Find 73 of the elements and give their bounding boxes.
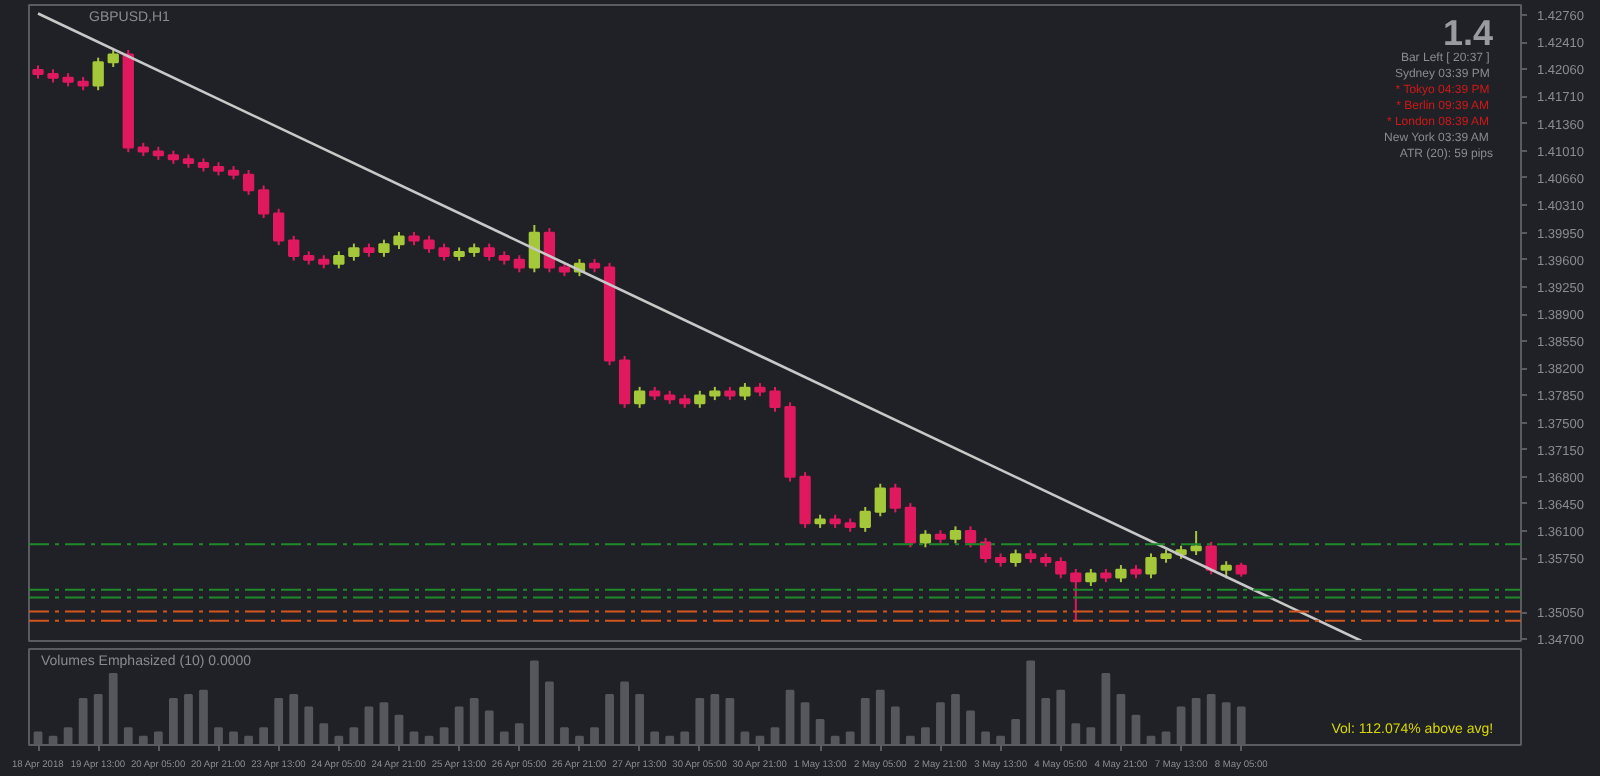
candlestick: [257, 184, 270, 220]
bar: [1086, 727, 1096, 745]
bar: [800, 702, 810, 745]
candlestick: [633, 385, 646, 409]
bar: [499, 731, 509, 745]
bar: [78, 698, 88, 745]
bar: [665, 735, 675, 745]
bar: [1191, 698, 1201, 745]
bar: [259, 727, 269, 745]
bar: [620, 681, 629, 745]
bar: [1011, 718, 1021, 745]
candlestick: [1205, 540, 1217, 576]
candlestick: [889, 482, 901, 514]
candlestick: [92, 56, 104, 92]
bar: [184, 693, 193, 745]
candlestick: [273, 207, 285, 247]
candlestick: [904, 502, 917, 549]
bar: [304, 706, 314, 745]
bar: [981, 731, 990, 745]
bar: [108, 673, 118, 745]
candlestick: [242, 169, 255, 196]
bar: [725, 698, 735, 745]
candlestick: [1145, 552, 1157, 580]
bar: [545, 681, 554, 745]
bar: [951, 693, 960, 745]
bar: [1026, 660, 1036, 745]
bar: [1101, 673, 1111, 745]
bar: [1221, 702, 1231, 745]
candlestick: [528, 224, 541, 274]
bar: [529, 660, 539, 745]
candlestick: [1190, 530, 1202, 557]
bar: [830, 735, 840, 745]
bar: [1071, 723, 1081, 745]
candlestick: [618, 354, 631, 409]
bar: [364, 706, 374, 745]
candlestick: [979, 536, 992, 564]
bar: [710, 693, 720, 745]
bar: [845, 731, 855, 745]
candlestick: [543, 227, 556, 274]
bar: [229, 731, 238, 745]
bar: [590, 727, 599, 745]
bar: [469, 698, 479, 745]
bar: [138, 735, 148, 745]
bar: [650, 731, 660, 745]
candlestick: [1070, 567, 1082, 622]
annotation: 1.4: [1442, 13, 1494, 53]
bar: [605, 693, 614, 745]
candlestick: [859, 505, 871, 533]
bar: [966, 710, 975, 745]
bar: [680, 731, 690, 745]
candlestick: [874, 482, 886, 518]
bar: [244, 735, 253, 745]
bar: [860, 698, 870, 745]
bar: [349, 727, 359, 745]
candlestick: [964, 525, 977, 549]
bar: [1206, 693, 1216, 745]
candlestick: [1055, 556, 1067, 580]
bar: [770, 727, 780, 745]
candlestick: [288, 234, 300, 262]
bar: [905, 735, 915, 745]
bar: [785, 689, 795, 745]
bar: [169, 698, 178, 745]
bar: [123, 727, 133, 745]
bar: [289, 693, 299, 745]
bar: [379, 702, 389, 745]
candlestick: [799, 471, 811, 529]
bar: [1041, 698, 1051, 745]
bar: [319, 723, 329, 745]
bar: [921, 727, 930, 745]
bar: [560, 727, 569, 745]
bar: [199, 689, 208, 745]
bar: [890, 706, 900, 745]
bar: [484, 710, 494, 745]
